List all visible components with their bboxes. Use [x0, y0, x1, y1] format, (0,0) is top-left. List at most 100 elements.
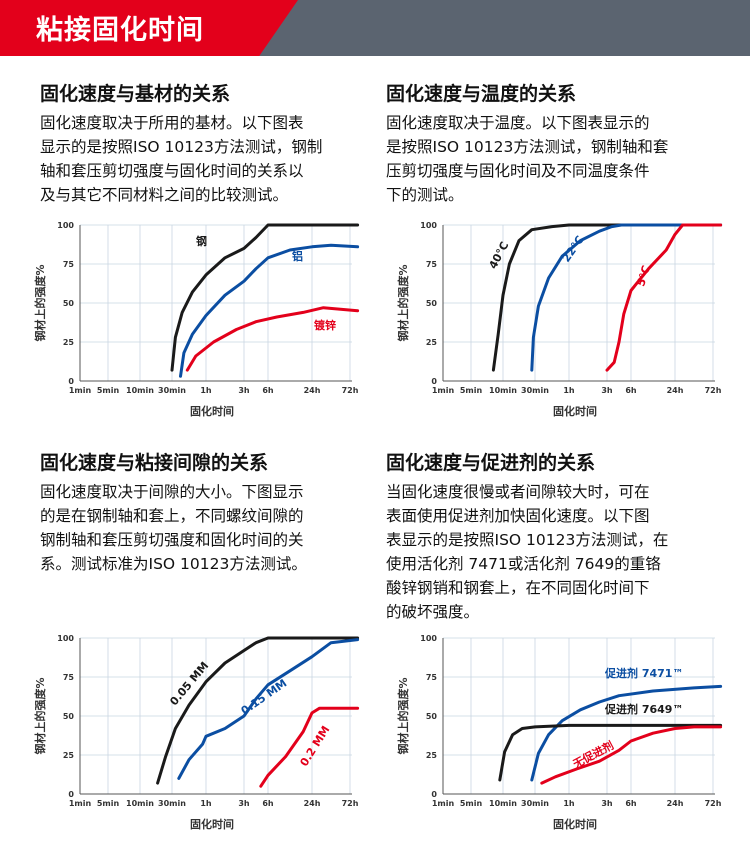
series-line	[170, 223, 360, 372]
page-title: 粘接固化时间	[36, 15, 204, 46]
section-body-substrate: 固化速度取决于所用的基材。以下图表 显示的是按照ISO 10123方法测试，钢制轴…	[40, 114, 323, 204]
x-tick-label: 3h	[238, 799, 250, 808]
section-body-activator: 当固化速度很慢或者间隙较大时，可在 表面使用促进剂加快固化速度。以下图 表显示的是按…	[386, 483, 669, 621]
x-tick-label: 72h	[705, 386, 722, 395]
y-tick-label: 75	[426, 673, 438, 682]
x-axis-label: 固化时间	[553, 817, 597, 831]
y-tick-label: 50	[63, 299, 75, 308]
chart-gap-svg: 0 25 50 75 100 1min 5min 10min 30min 1h 3h 6h 24h 72h…	[33, 634, 360, 831]
chart-substrate: 0 25 50 75 100 1min 5min 10min 30min 1h 3h 6h 24h 72h…	[22, 215, 362, 425]
y-tick-label: 0	[431, 377, 437, 386]
y-tick-label: 100	[57, 221, 74, 230]
series-line	[156, 636, 360, 785]
y-tick-label: 75	[426, 260, 438, 269]
x-tick-label: 1h	[563, 386, 575, 395]
x-tick-label: 1min	[69, 386, 92, 395]
chart-substrate-svg: 0 25 50 75 100 1min 5min 10min 30min 1h 3h 6h 24h 72h…	[33, 221, 360, 418]
y-tick-label: 50	[426, 712, 438, 721]
x-tick-label: 1h	[563, 799, 575, 808]
x-tick-label: 72h	[342, 386, 359, 395]
series-line	[498, 723, 723, 782]
x-tick-label: 24h	[667, 386, 684, 395]
x-tick-label: 3h	[238, 386, 250, 395]
y-tick-label: 100	[420, 221, 437, 230]
x-tick-label: 10min	[126, 386, 154, 395]
series-label: 铝	[292, 249, 303, 263]
series-line	[530, 223, 723, 372]
y-axis-label: 钢材上的强度%	[33, 264, 47, 341]
x-axis-label: 固化时间	[190, 817, 234, 831]
chart-temperature-svg: 0 25 50 75 100 1min 5min 10min 30min 1h 3h 6h 24h 72h…	[396, 221, 723, 418]
series-line	[185, 306, 360, 372]
series-label: 22°C	[560, 233, 587, 264]
series-line	[491, 223, 723, 372]
section-title-temperature: 固化速度与温度的关系	[386, 83, 577, 105]
chart-activator-svg: 0 25 50 75 100 1min 5min 10min 30min 1h 3h 6h 24h 72h…	[396, 634, 723, 831]
x-tick-label: 24h	[304, 799, 321, 808]
section-body-gap: 固化速度取决于间隙的大小。下图显示 的是在钢制轴和套上，不同螺纹间隙的 钢制轴和套压…	[40, 483, 307, 573]
y-axis-label: 钢材上的强度%	[396, 264, 410, 341]
x-tick-label: 10min	[489, 799, 517, 808]
x-tick-label: 24h	[304, 386, 321, 395]
series-line	[177, 638, 360, 780]
x-tick-label: 3h	[601, 799, 613, 808]
y-tick-label: 0	[68, 790, 74, 799]
x-tick-label: 3h	[601, 386, 613, 395]
y-tick-label: 25	[426, 338, 438, 347]
chart-temperature: 0 25 50 75 100 1min 5min 10min 30min 1h 3h 6h 24h 72h…	[385, 215, 725, 425]
section-title-gap: 固化速度与粘接间隙的关系	[40, 452, 269, 474]
x-tick-label: 1min	[432, 799, 455, 808]
y-tick-label: 25	[426, 751, 438, 760]
series-line	[605, 223, 723, 372]
x-tick-label: 10min	[126, 799, 154, 808]
x-tick-label: 5min	[460, 799, 483, 808]
y-tick-label: 75	[63, 260, 75, 269]
series-line	[530, 684, 723, 782]
x-tick-label: 72h	[342, 799, 359, 808]
y-tick-label: 0	[431, 790, 437, 799]
x-tick-label: 6h	[625, 799, 637, 808]
series-label: 镀锌	[314, 318, 336, 332]
x-tick-label: 6h	[262, 386, 274, 395]
section-body-temperature: 固化速度取决于温度。以下图表显示的 是按照ISO 10123方法测试，钢制轴和套压…	[386, 114, 669, 204]
series-line	[179, 243, 360, 378]
y-axis-label: 钢材上的强度%	[33, 677, 47, 754]
x-axis-label: 固化时间	[190, 404, 234, 418]
y-tick-label: 25	[63, 338, 75, 347]
y-tick-label: 50	[426, 299, 438, 308]
section-title-substrate: 固化速度与基材的关系	[40, 83, 231, 105]
series-label: 促进剂 7471™	[604, 666, 683, 680]
x-tick-label: 1h	[200, 799, 212, 808]
x-tick-label: 24h	[667, 799, 684, 808]
x-tick-label: 5min	[460, 386, 483, 395]
x-tick-label: 30min	[521, 799, 549, 808]
y-tick-label: 100	[57, 634, 74, 643]
y-tick-label: 50	[63, 712, 75, 721]
series-label: 0.15 MM	[239, 677, 290, 718]
y-tick-label: 25	[63, 751, 75, 760]
x-axis-label: 固化时间	[553, 404, 597, 418]
x-tick-label: 30min	[521, 386, 549, 395]
x-tick-label: 6h	[262, 799, 274, 808]
x-tick-label: 1h	[200, 386, 212, 395]
chart-activator: 0 25 50 75 100 1min 5min 10min 30min 1h 3h 6h 24h 72h…	[385, 628, 725, 838]
header-title-tab	[0, 0, 298, 56]
series-label: 5°C	[634, 264, 653, 288]
series-line	[259, 706, 360, 788]
x-tick-label: 5min	[97, 799, 120, 808]
y-tick-label: 75	[63, 673, 75, 682]
series-label: 钢	[196, 234, 207, 248]
x-tick-label: 1min	[69, 799, 92, 808]
x-tick-label: 30min	[158, 799, 186, 808]
series-label: 促进剂 7649™	[604, 702, 683, 716]
x-tick-label: 1min	[432, 386, 455, 395]
x-tick-label: 6h	[625, 386, 637, 395]
chart-gap: 0 25 50 75 100 1min 5min 10min 30min 1h 3h 6h 24h 72h…	[22, 628, 362, 838]
x-tick-label: 5min	[97, 386, 120, 395]
x-tick-label: 30min	[158, 386, 186, 395]
y-axis-label: 钢材上的强度%	[396, 677, 410, 754]
y-tick-label: 0	[68, 377, 74, 386]
x-tick-label: 10min	[489, 386, 517, 395]
x-tick-label: 72h	[705, 799, 722, 808]
section-title-activator: 固化速度与促进剂的关系	[386, 452, 596, 474]
